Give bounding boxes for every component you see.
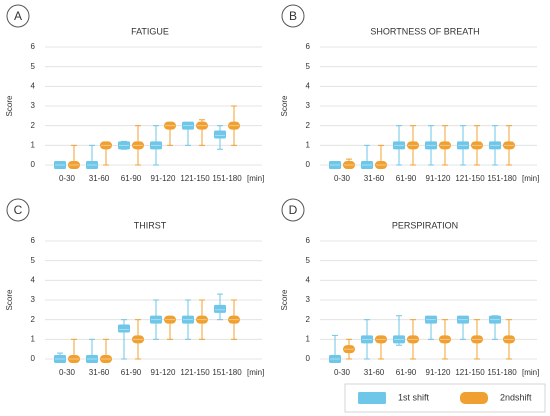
x-tick-label: 121-150 (455, 174, 485, 183)
panel-badge (6, 4, 30, 28)
x-tick-label: 61-90 (396, 368, 417, 377)
chart-title: SHORTNESS OF BREATH (370, 26, 479, 36)
panel-badge (6, 198, 30, 222)
panel-badge (281, 4, 305, 28)
legend-swatch (358, 392, 386, 404)
chart-title: FATIGUE (131, 26, 169, 36)
panel-letter: D (289, 203, 298, 217)
y-tick-label: 4 (306, 275, 311, 284)
y-tick-label: 6 (306, 42, 311, 51)
y-axis-label: Score (5, 289, 14, 310)
x-tick-label: 31-60 (364, 368, 385, 377)
y-tick-label: 6 (31, 42, 36, 51)
y-tick-label: 2 (306, 121, 311, 130)
x-tick-label: 0-30 (59, 368, 76, 377)
x-axis-label: [min] (247, 174, 264, 183)
y-tick-label: 5 (306, 256, 311, 265)
x-tick-label: 31-60 (89, 174, 110, 183)
x-tick-label: 121-150 (180, 368, 210, 377)
legend-label: 1st shift (398, 392, 430, 402)
legend-swatch (460, 392, 488, 404)
y-tick-label: 3 (31, 101, 36, 110)
legend-frame (344, 383, 546, 413)
x-tick-label: 91-120 (151, 368, 176, 377)
legend-label: 2ndshift (500, 392, 532, 402)
y-tick-label: 2 (306, 315, 311, 324)
x-tick-label: 121-150 (180, 174, 210, 183)
y-tick-label: 0 (306, 354, 311, 363)
x-tick-label: 91-120 (426, 174, 451, 183)
box (214, 130, 226, 139)
y-tick-label: 0 (31, 160, 36, 169)
y-axis-label: Score (280, 95, 289, 116)
x-tick-label: 61-90 (121, 174, 142, 183)
x-tick-label: 61-90 (396, 174, 417, 183)
y-tick-label: 6 (31, 236, 36, 245)
y-tick-label: 4 (31, 275, 36, 284)
x-tick-label: 0-30 (59, 174, 76, 183)
x-tick-label: 31-60 (89, 368, 110, 377)
y-tick-label: 3 (31, 295, 36, 304)
y-tick-label: 5 (31, 256, 36, 265)
y-tick-label: 4 (31, 81, 36, 90)
box (118, 324, 130, 333)
y-tick-label: 5 (31, 62, 36, 71)
x-tick-label: 0-30 (334, 368, 351, 377)
x-tick-label: 61-90 (121, 368, 142, 377)
y-tick-label: 1 (306, 334, 311, 343)
y-tick-label: 1 (306, 140, 311, 149)
x-tick-label: 151-180 (487, 368, 517, 377)
x-tick-label: 151-180 (212, 174, 242, 183)
y-tick-label: 0 (31, 354, 36, 363)
x-tick-label: 121-150 (455, 368, 485, 377)
y-tick-label: 6 (306, 236, 311, 245)
panel-letter: C (14, 203, 23, 217)
y-tick-label: 1 (31, 140, 36, 149)
x-tick-label: 91-120 (426, 368, 451, 377)
y-tick-label: 2 (31, 121, 36, 130)
x-axis-label: [min] (247, 368, 264, 377)
y-tick-label: 2 (31, 315, 36, 324)
y-tick-label: 5 (306, 62, 311, 71)
x-tick-label: 0-30 (334, 174, 351, 183)
x-axis-label: [min] (522, 174, 539, 183)
y-tick-label: 0 (306, 160, 311, 169)
chart-title: THIRST (134, 220, 167, 230)
x-tick-label: 91-120 (151, 174, 176, 183)
y-tick-label: 4 (306, 81, 311, 90)
x-tick-label: 151-180 (212, 368, 242, 377)
y-axis-label: Score (280, 289, 289, 310)
box (214, 304, 226, 313)
y-axis-label: Score (5, 95, 14, 116)
chart-title: PERSPIRATION (392, 220, 458, 230)
x-axis-label: [min] (522, 368, 539, 377)
x-tick-label: 151-180 (487, 174, 517, 183)
x-tick-label: 31-60 (364, 174, 385, 183)
y-tick-label: 1 (31, 334, 36, 343)
y-tick-label: 3 (306, 295, 311, 304)
panel-badge (281, 198, 305, 222)
panel-letter: A (14, 9, 22, 23)
y-tick-label: 3 (306, 101, 311, 110)
panel-letter: B (289, 9, 297, 23)
